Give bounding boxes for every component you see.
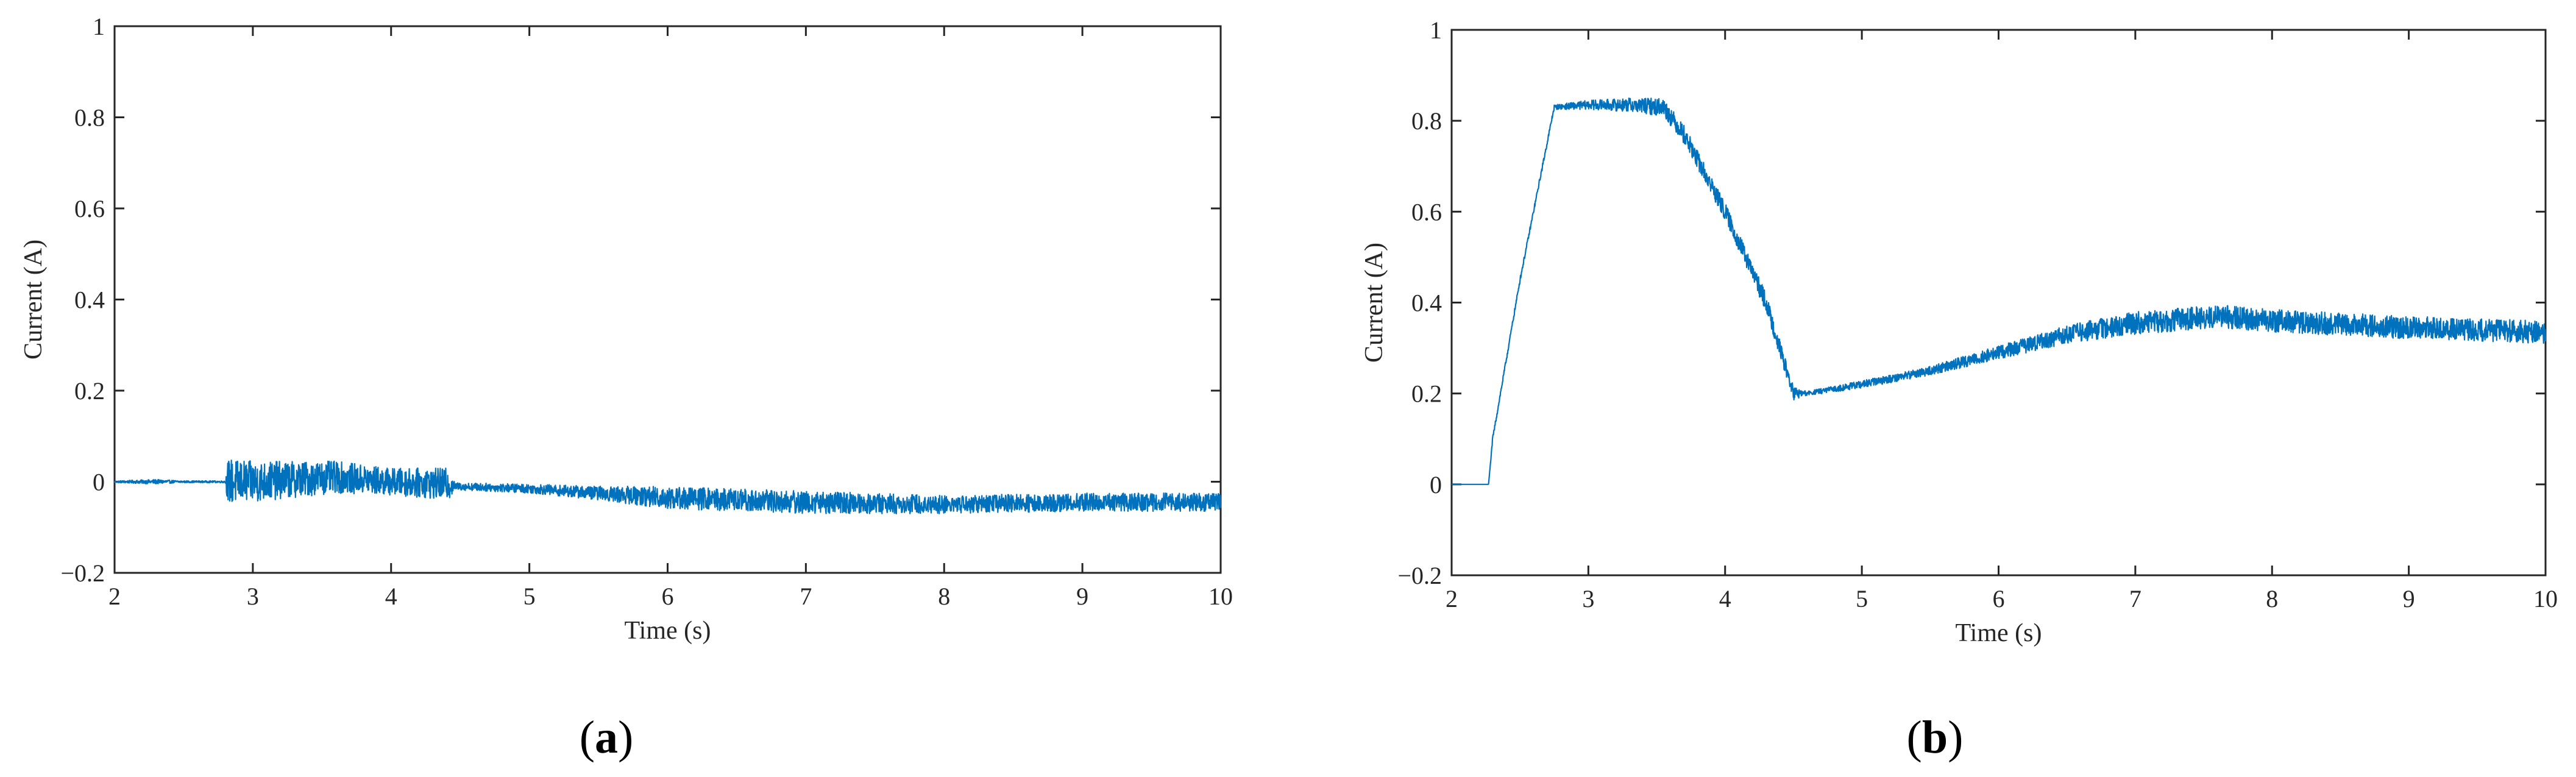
panel-label: (a): [580, 712, 634, 763]
x-tick-label: 4: [385, 583, 397, 610]
x-axis-title: Time (s): [1956, 619, 2042, 647]
y-tick-label: 0.6: [1411, 198, 1442, 225]
y-tick-label: 1: [93, 13, 105, 40]
y-tick-label: 0: [1430, 471, 1442, 498]
y-tick-label: 0.2: [74, 377, 105, 405]
x-axis-title: Time (s): [625, 617, 711, 645]
panel-label-letter: b: [1922, 712, 1948, 763]
panel-label-paren-close: ): [1948, 712, 1963, 763]
chart-panel-a: 2 3 4 5 6 7 8 9 10 −0.2 0 0.2 0.4 0.6 0.8 1 Time (s) Curr…: [20, 13, 1233, 763]
y-tick-label: 0.6: [74, 195, 105, 222]
x-tick-label: 6: [1993, 585, 2005, 612]
y-tick-label: 0.8: [1411, 107, 1442, 135]
y-tick-label: −0.2: [60, 559, 105, 587]
x-tick-label: 9: [1076, 583, 1088, 610]
y-tick-label: −0.2: [1397, 562, 1442, 589]
x-tick-label: 9: [2403, 585, 2415, 612]
x-tick-label: 10: [1208, 583, 1233, 610]
x-tick-label: 8: [938, 583, 950, 610]
y-tick-label: 0.2: [1411, 380, 1442, 408]
x-tick-label: 10: [2533, 585, 2558, 612]
x-tick-label: 7: [2129, 585, 2141, 612]
x-tick-label: 4: [1719, 585, 1731, 612]
x-tick-label: 2: [1446, 585, 1458, 612]
series-line-current: [113, 459, 1222, 514]
y-tick-label: 0: [93, 469, 105, 496]
y-tick-label: 0.4: [74, 286, 105, 314]
panel-label-paren-open: (: [580, 712, 595, 763]
x-tick-label: 5: [1856, 585, 1868, 612]
panel-label-paren-close: ): [618, 712, 633, 763]
panel-label: (b): [1907, 712, 1964, 763]
x-tick-label: 5: [523, 583, 536, 610]
y-tick-label: 0.4: [1411, 289, 1442, 317]
panel-label-letter: a: [595, 712, 618, 763]
panel-label-paren-open: (: [1907, 712, 1922, 763]
y-axis-title: Current (A): [1360, 243, 1388, 363]
x-tick-label: 3: [247, 583, 259, 610]
y-tick-label: 1: [1430, 16, 1442, 44]
chart-panel-b: 2 3 4 5 6 7 8 9 10 −0.2 0 0.2 0.4 0.6 0.8 1 Time (s) Curr…: [1360, 16, 2558, 763]
x-tick-label: 3: [1582, 585, 1594, 612]
y-axis-title: Current (A): [20, 239, 48, 360]
x-tick-label: 6: [662, 583, 674, 610]
x-tick-label: 2: [108, 583, 121, 610]
series-line-current: [1451, 98, 2547, 485]
y-tick-label: 0.8: [74, 104, 105, 132]
x-tick-label: 8: [2266, 585, 2278, 612]
x-tick-label: 7: [800, 583, 812, 610]
